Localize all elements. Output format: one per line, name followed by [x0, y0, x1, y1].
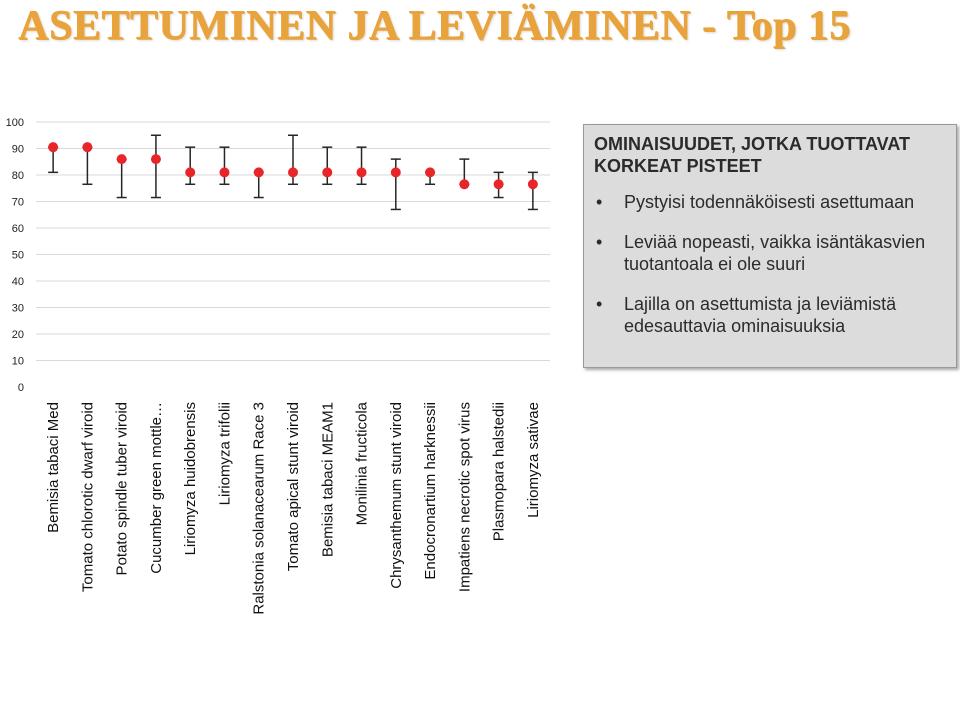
data-point: [288, 167, 298, 178]
data-point: [82, 142, 93, 153]
y-tick-label: 30: [12, 303, 24, 315]
info-bullet-text: Pystyisi todennäköisesti asettumaan: [624, 192, 915, 212]
error-bar: [322, 146, 333, 186]
slide-title: ASETTUMINEN JA LEVIÄMINEN - Top 15: [18, 3, 851, 49]
y-tick-label: 10: [12, 356, 24, 368]
y-tick-label: 40: [12, 276, 24, 288]
data-point: [116, 154, 127, 165]
info-bullet-text: Lajilla on asettumista ja leviämistä ede…: [624, 294, 897, 336]
x-category-label: Tomato apical stunt viroid: [285, 402, 302, 571]
x-category-label: Liriomyza trifolii: [216, 402, 233, 505]
bullet-dot-icon: •: [596, 294, 603, 314]
info-bullet-item: • Leviää nopeasti, vaikka isäntäkasvien …: [594, 231, 946, 275]
data-point: [527, 179, 538, 190]
y-tick-label: 80: [12, 170, 24, 182]
x-category-label: Plasmopara halstedii: [491, 402, 508, 541]
bullet-dot-icon: •: [596, 192, 603, 212]
properties-info-box: OMINAISUUDET, JOTKA TUOTTAVAT KORKEAT PI…: [583, 124, 957, 368]
data-point: [322, 167, 333, 178]
x-category-label: Potato spindle tuber viroid: [114, 402, 131, 575]
x-category-label: Monilinia fructicola: [354, 401, 371, 525]
x-category-label: Liriomyza sativae: [525, 402, 542, 518]
y-axis-tick-labels: 0 10 20 30 40 50 60 70 80 90 100: [6, 117, 24, 394]
data-point: [253, 167, 264, 178]
error-bar: [150, 134, 161, 199]
x-category-label: Liriomyza huidobrensis: [182, 402, 199, 555]
data-point: [390, 167, 401, 178]
data-point: [493, 179, 504, 190]
error-bar: [219, 146, 230, 186]
error-bar: [116, 158, 127, 199]
data-point: [459, 179, 470, 190]
x-category-label: Bemisia tabaci MEAM1: [319, 402, 336, 557]
data-point: [356, 167, 367, 178]
info-box-heading: OMINAISUUDET, JOTKA TUOTTAVAT KORKEAT PI…: [594, 134, 910, 176]
data-points: [48, 142, 538, 190]
error-bar: [527, 171, 538, 211]
info-bullet-item: • Lajilla on asettumista ja leviämistä e…: [594, 293, 946, 337]
y-tick-label: 70: [12, 197, 24, 209]
x-category-label: Endocronartium harknessii: [422, 402, 439, 580]
y-tick-label: 60: [12, 223, 24, 235]
y-tick-label: 20: [12, 329, 24, 341]
info-bullet-item: • Pystyisi todennäköisesti asettumaan: [594, 191, 946, 213]
x-category-label: Ralstonia solanacearum Race 3: [251, 402, 268, 615]
bullet-dot-icon: •: [596, 232, 603, 252]
data-point: [150, 154, 161, 165]
data-point: [185, 167, 196, 178]
x-category-label: Bemisia tabaci Med: [45, 402, 62, 533]
error-bar: [82, 146, 93, 186]
x-axis-category-labels: Bemisia tabaci Med Tomato chlorotic dwarf…: [45, 401, 542, 614]
x-category-label: Tomato chlorotic dwarf viroid: [79, 402, 96, 592]
y-tick-label: 100: [6, 117, 24, 129]
x-category-label: Impatiens necrotic spot virus: [456, 402, 473, 592]
data-point: [219, 167, 230, 178]
y-tick-label: 0: [18, 382, 24, 394]
info-bullet-list: • Pystyisi todennäköisesti asettumaan • …: [594, 191, 946, 337]
y-tick-label: 90: [12, 144, 24, 156]
error-bar: [185, 146, 196, 186]
data-point: [425, 167, 436, 178]
error-bar: [356, 146, 367, 186]
x-category-label: Chrysanthemum stunt viroid: [388, 402, 405, 589]
data-point: [48, 142, 59, 153]
x-category-label: Cucumber green mottle…: [148, 402, 165, 574]
info-bullet-text: Leviää nopeasti, vaikka isäntäkasvien tu…: [624, 232, 926, 274]
y-tick-label: 50: [12, 250, 24, 262]
